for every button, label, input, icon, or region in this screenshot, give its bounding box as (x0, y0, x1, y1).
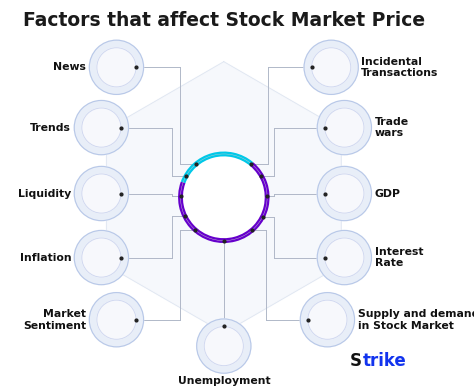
Circle shape (308, 300, 347, 339)
Text: Inflation: Inflation (19, 253, 71, 263)
Text: trike: trike (363, 352, 406, 370)
Polygon shape (106, 62, 341, 333)
Circle shape (82, 174, 121, 213)
Circle shape (317, 100, 372, 155)
Text: Interest
Rate: Interest Rate (374, 247, 423, 268)
Circle shape (97, 300, 136, 339)
Circle shape (74, 166, 128, 221)
Circle shape (89, 40, 144, 94)
Text: S: S (349, 352, 361, 370)
Circle shape (317, 230, 372, 285)
Circle shape (325, 108, 364, 147)
Circle shape (74, 100, 128, 155)
Circle shape (317, 166, 372, 221)
Circle shape (82, 238, 121, 277)
Circle shape (325, 174, 364, 213)
Circle shape (182, 156, 265, 239)
Text: GDP: GDP (374, 189, 401, 199)
Circle shape (325, 238, 364, 277)
Circle shape (82, 108, 121, 147)
Circle shape (301, 293, 355, 347)
Circle shape (204, 326, 244, 365)
Text: Factors that affect Stock Market Price: Factors that affect Stock Market Price (23, 11, 425, 30)
Text: Unemployment: Unemployment (177, 376, 270, 386)
Circle shape (74, 230, 128, 285)
Text: Market
Sentiment: Market Sentiment (23, 309, 86, 331)
Text: Trade
wars: Trade wars (374, 117, 409, 139)
Text: Trends: Trends (30, 123, 71, 133)
Text: Liquidity: Liquidity (18, 189, 71, 199)
Circle shape (97, 48, 136, 87)
Text: News: News (54, 62, 86, 72)
Circle shape (197, 319, 251, 373)
Text: Incidental
Transactions: Incidental Transactions (361, 57, 439, 78)
Circle shape (89, 293, 144, 347)
Circle shape (304, 40, 358, 94)
Circle shape (311, 48, 351, 87)
Text: Supply and demand
in Stock Market: Supply and demand in Stock Market (357, 309, 474, 331)
